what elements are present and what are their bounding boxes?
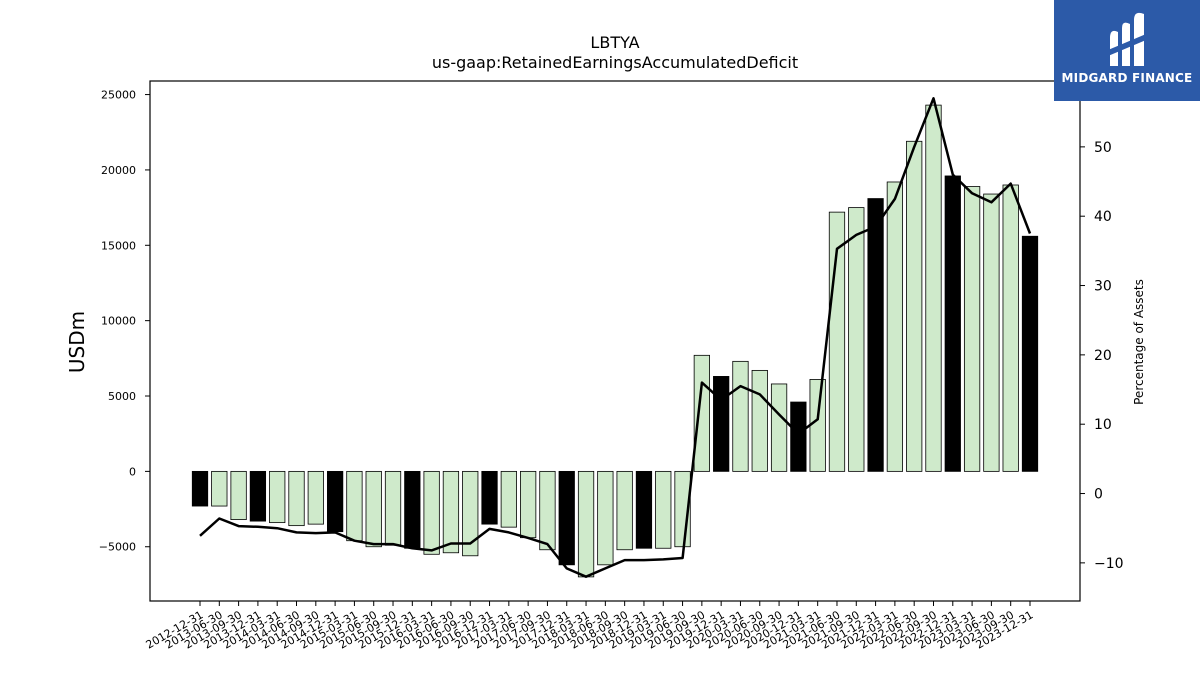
y2-axis-label: Percentage of Assets: [1132, 279, 1146, 405]
bar-2018-12-31: [635, 470, 653, 549]
bar-2022-09-30: [925, 104, 942, 472]
chart-title: LBTYA: [590, 33, 639, 52]
bar-2021-09-30: [848, 207, 865, 472]
bar-2015-12-31: [404, 470, 421, 549]
bar-2016-12-31: [481, 470, 498, 525]
y2-tick-label: 40: [1094, 209, 1112, 225]
y2-tick-label: 0: [1094, 487, 1103, 503]
bar-2016-09-30: [462, 470, 479, 557]
bar-2020-03-31: [732, 360, 749, 472]
y-tick-label: 10000: [101, 315, 136, 328]
midgard-logo-icon: [1108, 12, 1146, 67]
bar-2019-03-31: [655, 470, 672, 549]
bar-2017-06-30: [520, 470, 537, 539]
bar-2016-06-30: [442, 470, 460, 554]
bar-2019-09-30: [693, 354, 710, 472]
bar-2018-09-30: [616, 470, 633, 551]
bar-2015-03-31: [346, 470, 363, 542]
bar-2021-12-31: [867, 198, 884, 472]
bar-2023-03-31: [963, 186, 981, 472]
bar-2016-03-31: [423, 470, 440, 555]
bar-2014-06-30: [288, 470, 305, 527]
bar-2023-09-30: [1002, 184, 1019, 472]
y-tick-label: 5000: [108, 390, 136, 403]
y2-tick-label: 30: [1094, 279, 1112, 295]
bar-2020-06-30: [751, 369, 768, 472]
bar-2019-12-31: [713, 376, 730, 472]
bar-2014-09-30: [307, 470, 324, 525]
bar-2020-09-30: [770, 383, 788, 472]
percentage-of-assets-line: [199, 97, 1032, 578]
bar-2014-03-31: [269, 470, 286, 524]
logo-text: MIDGARD FINANCE: [1061, 71, 1193, 85]
y2-tick-label: 10: [1094, 417, 1112, 433]
bar-2013-06-30: [211, 470, 228, 507]
bar-2023-12-31: [1021, 235, 1039, 472]
bar-2015-06-30: [365, 470, 382, 548]
chart-subtitle: us-gaap:RetainedEarningsAccumulatedDefic…: [432, 53, 798, 72]
y2-tick-label: −10: [1094, 556, 1124, 572]
plot-frame: [149, 80, 1081, 602]
y2-tick-label: 50: [1094, 140, 1112, 156]
bar-2012-12-31: [191, 470, 209, 507]
bar-2018-03-31: [577, 470, 595, 578]
midgard-finance-logo: MIDGARD FINANCE: [1054, 0, 1200, 101]
bar-2017-12-31: [558, 470, 575, 566]
bar-2017-09-30: [539, 470, 556, 551]
y2-tick-label: 20: [1094, 348, 1112, 364]
bar-2018-06-30: [597, 470, 614, 566]
bar-2022-03-31: [886, 181, 904, 472]
y-tick-label: −5000: [99, 541, 136, 554]
bar-2017-03-31: [500, 470, 517, 528]
y-tick-label: 0: [129, 465, 136, 478]
bar-2015-09-30: [384, 470, 402, 546]
bar-2023-06-30: [983, 193, 1000, 472]
bar-2014-12-31: [326, 470, 344, 533]
y-tick-label: 20000: [101, 164, 136, 177]
y-axis-label: USDm: [65, 311, 89, 373]
bar-2013-09-30: [230, 470, 247, 521]
bar-2013-12-31: [249, 470, 267, 522]
bar-2022-12-31: [944, 175, 961, 472]
y-tick-label: 15000: [101, 239, 136, 252]
y-tick-label: 25000: [101, 89, 136, 102]
bar-2020-12-31: [790, 401, 807, 472]
bar-2022-06-30: [906, 140, 923, 472]
bar-2021-03-31: [809, 379, 826, 472]
